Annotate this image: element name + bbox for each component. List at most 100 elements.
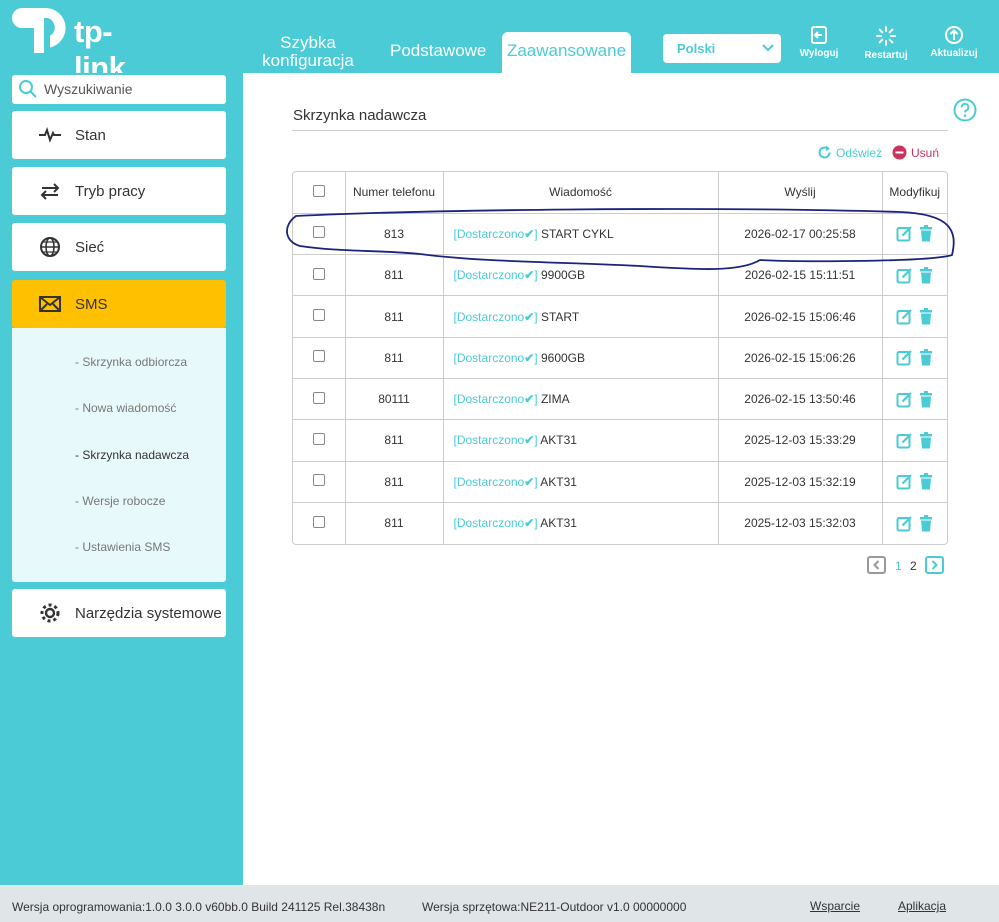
delivery-status: [Dostarczono✔] xyxy=(453,309,538,324)
phone-number-cell: 813 xyxy=(345,213,444,256)
edit-icon[interactable] xyxy=(896,267,913,284)
trash-icon[interactable] xyxy=(919,308,933,325)
phone-number-cell: 80111 xyxy=(345,378,444,421)
delivery-status: [Dostarczono✔] xyxy=(453,433,538,448)
message-cell: [Dostarczono✔] START xyxy=(443,295,719,338)
next-page-button[interactable] xyxy=(925,556,944,574)
check-icon: ✔ xyxy=(524,309,535,324)
table-row: 811 [Dostarczono✔] AKT31 2025-12-03 15:33:… xyxy=(293,419,947,462)
row-checkbox[interactable] xyxy=(312,515,325,528)
submenu-outbox[interactable]: - Skrzynka nadawcza xyxy=(75,448,190,462)
logout-button[interactable]: Wyloguj xyxy=(789,25,849,59)
phone-number-cell: 811 xyxy=(345,461,444,503)
select-all-checkbox[interactable] xyxy=(312,184,325,197)
edit-icon[interactable] xyxy=(896,432,913,449)
sidebar-item-sms[interactable]: SMS xyxy=(12,280,226,328)
modify-cell xyxy=(882,337,947,379)
message-cell: [Dostarczono✔] 9900GB xyxy=(443,254,719,297)
delivery-status-label: Dostarczono xyxy=(456,474,525,489)
sidebar-item-work-mode[interactable]: Tryb pracy xyxy=(12,167,226,215)
edit-icon[interactable] xyxy=(896,473,913,490)
sidebar-item-system-tools[interactable]: Narzędzia systemowe xyxy=(12,589,226,637)
message-text: AKT31 xyxy=(540,516,577,531)
row-select-cell xyxy=(293,337,346,379)
restart-icon xyxy=(876,26,896,46)
restart-label: Restartuj xyxy=(864,50,908,61)
modify-cell xyxy=(882,461,947,503)
trash-icon[interactable] xyxy=(919,349,933,366)
restart-button[interactable]: Restartuj xyxy=(856,25,916,61)
row-select-cell xyxy=(293,378,346,421)
edit-icon[interactable] xyxy=(896,515,913,532)
column-header-message: Wiadomość xyxy=(443,172,719,214)
delivery-status-label: Dostarczono xyxy=(456,268,525,283)
delivery-status: [Dostarczono✔] xyxy=(453,226,538,241)
envelope-icon xyxy=(39,296,61,312)
modify-cell xyxy=(882,213,947,256)
language-select[interactable]: Polski xyxy=(663,34,781,63)
submenu-drafts[interactable]: - Wersje robocze xyxy=(75,494,166,508)
table-row: 80111 [Dostarczono✔] ZIMA 2026-02-15 13:50… xyxy=(293,378,947,421)
logout-icon xyxy=(811,26,827,44)
update-label: Aktualizuj xyxy=(930,48,978,59)
search-input[interactable] xyxy=(44,81,214,97)
tab-advanced[interactable]: Zaawansowane xyxy=(502,32,631,73)
sidebar-item-network[interactable]: Sieć xyxy=(12,223,226,271)
update-button[interactable]: Aktualizuj xyxy=(924,25,984,59)
row-checkbox[interactable] xyxy=(312,309,325,322)
table-row: 811 [Dostarczono✔] 9600GB 2026-02-15 15:06… xyxy=(293,337,947,379)
submenu-new-message[interactable]: - Nowa wiadomość xyxy=(75,401,177,415)
delivery-status-label: Dostarczono xyxy=(456,226,525,241)
sent-time-cell: 2026-02-15 13:50:46 xyxy=(718,378,883,421)
main-content: Skrzynka nadawcza Odśwież Usuń Numer tel… xyxy=(243,73,999,885)
edit-icon[interactable] xyxy=(896,225,913,242)
chevron-left-icon xyxy=(873,560,880,570)
page-title: Skrzynka nadawcza xyxy=(293,107,427,124)
message-cell: [Dostarczono✔] START CYKL xyxy=(443,213,719,256)
help-icon[interactable] xyxy=(953,98,977,122)
trash-icon[interactable] xyxy=(919,431,933,449)
delivery-status-label: Dostarczono xyxy=(456,350,525,365)
row-checkbox[interactable] xyxy=(312,432,325,445)
refresh-button[interactable]: Odśwież xyxy=(817,145,882,160)
prev-page-button[interactable] xyxy=(867,556,886,574)
app-link[interactable]: Aplikacja xyxy=(898,899,947,913)
sidebar-item-status[interactable]: Stan xyxy=(12,111,226,159)
row-checkbox[interactable] xyxy=(312,267,325,280)
row-select-cell xyxy=(293,419,346,462)
delete-button[interactable]: Usuń xyxy=(892,145,939,160)
message-cell: [Dostarczono✔] 9600GB xyxy=(443,337,719,379)
edit-icon[interactable] xyxy=(896,391,913,408)
delivery-status-label: Dostarczono xyxy=(456,309,525,324)
trash-icon[interactable] xyxy=(919,266,933,284)
submenu-inbox[interactable]: - Skrzynka odbiorcza xyxy=(75,355,188,369)
message-text: START xyxy=(540,309,580,324)
trash-icon[interactable] xyxy=(919,514,933,532)
table-row: 811 [Dostarczono✔] 9900GB 2026-02-15 15:11… xyxy=(293,254,947,297)
sidebar-item-label: Stan xyxy=(75,127,106,144)
check-icon: ✔ xyxy=(524,474,535,489)
check-icon: ✔ xyxy=(524,433,535,448)
row-checkbox[interactable] xyxy=(312,474,325,487)
page-2[interactable]: 2 xyxy=(910,559,917,573)
tab-basic[interactable]: Podstawowe xyxy=(390,41,487,60)
row-checkbox[interactable] xyxy=(312,226,325,239)
delivery-status: [Dostarczono✔] xyxy=(453,350,538,365)
submenu-sms-settings[interactable]: - Ustawienia SMS xyxy=(75,540,171,554)
trash-icon[interactable] xyxy=(919,390,933,408)
edit-icon[interactable] xyxy=(896,308,913,325)
row-checkbox[interactable] xyxy=(312,350,325,363)
trash-icon[interactable] xyxy=(919,225,933,242)
page-1[interactable]: 1 xyxy=(895,559,902,573)
sent-time-cell: 2026-02-15 15:06:26 xyxy=(718,337,883,379)
delivery-status: [Dostarczono✔] xyxy=(453,392,538,407)
edit-icon[interactable] xyxy=(896,349,913,366)
table-row: 811 [Dostarczono✔] START 2026-02-15 15:06:… xyxy=(293,295,947,338)
delivery-status-label: Dostarczono xyxy=(456,392,525,407)
trash-icon[interactable] xyxy=(919,473,933,490)
tab-quick-setup[interactable]: Szybka konfiguracja xyxy=(258,34,358,70)
row-checkbox[interactable] xyxy=(312,391,325,404)
search-box[interactable] xyxy=(12,75,226,104)
row-select-cell xyxy=(293,254,346,297)
support-link[interactable]: Wsparcie xyxy=(810,899,861,913)
